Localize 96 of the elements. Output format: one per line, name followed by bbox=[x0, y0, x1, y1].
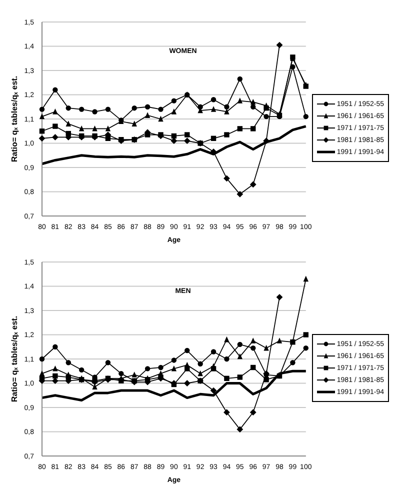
point bbox=[250, 181, 256, 188]
point bbox=[171, 108, 177, 114]
point bbox=[52, 373, 58, 379]
point bbox=[132, 120, 137, 126]
point bbox=[224, 356, 230, 362]
point bbox=[210, 97, 216, 102]
point bbox=[144, 112, 150, 118]
point bbox=[210, 349, 216, 354]
point bbox=[224, 132, 230, 138]
point bbox=[290, 64, 296, 70]
point bbox=[118, 370, 124, 376]
point bbox=[290, 360, 296, 366]
point bbox=[171, 366, 177, 372]
point bbox=[263, 138, 270, 144]
point bbox=[39, 356, 45, 362]
point bbox=[276, 294, 283, 300]
point bbox=[39, 113, 45, 120]
point bbox=[171, 98, 177, 104]
point bbox=[52, 134, 58, 140]
y-axis-title: Ratio= qₓ tables/qₓ est. bbox=[10, 76, 19, 162]
point bbox=[264, 377, 269, 382]
point bbox=[78, 106, 84, 112]
point bbox=[224, 376, 230, 381]
point bbox=[250, 98, 256, 105]
point bbox=[198, 361, 203, 366]
point bbox=[52, 366, 58, 372]
point bbox=[171, 358, 177, 363]
point bbox=[264, 114, 269, 120]
point bbox=[250, 126, 256, 132]
point bbox=[224, 409, 230, 416]
point bbox=[66, 360, 71, 366]
point bbox=[237, 98, 243, 104]
point bbox=[184, 366, 190, 372]
point bbox=[224, 108, 230, 114]
point bbox=[236, 190, 244, 198]
point bbox=[210, 366, 216, 372]
point bbox=[224, 336, 230, 342]
point bbox=[52, 108, 58, 114]
point bbox=[144, 104, 150, 110]
point bbox=[52, 124, 58, 129]
point bbox=[132, 372, 137, 378]
point bbox=[158, 106, 164, 112]
point bbox=[92, 109, 98, 114]
point bbox=[184, 348, 190, 354]
point bbox=[39, 106, 45, 112]
point bbox=[184, 380, 190, 386]
point bbox=[250, 364, 256, 370]
point bbox=[250, 338, 256, 344]
point bbox=[236, 426, 244, 433]
point bbox=[66, 120, 71, 126]
point bbox=[264, 105, 269, 111]
point bbox=[158, 116, 164, 122]
point bbox=[210, 106, 216, 112]
point bbox=[52, 378, 58, 384]
point bbox=[303, 276, 308, 282]
point bbox=[303, 114, 308, 120]
point bbox=[184, 138, 190, 144]
point bbox=[276, 373, 282, 379]
point bbox=[264, 344, 269, 351]
point bbox=[198, 370, 203, 376]
y-axis-title: Ratio= qₓ tables/qₓ est. bbox=[10, 316, 19, 402]
point bbox=[237, 353, 243, 360]
point bbox=[303, 345, 308, 351]
point bbox=[250, 104, 256, 110]
point bbox=[276, 338, 282, 344]
point bbox=[105, 126, 111, 132]
point bbox=[237, 374, 243, 380]
point bbox=[144, 366, 150, 372]
point bbox=[52, 87, 58, 92]
point bbox=[210, 136, 216, 141]
point bbox=[39, 128, 45, 134]
point bbox=[92, 126, 98, 132]
point bbox=[78, 367, 84, 373]
point bbox=[132, 105, 137, 111]
point bbox=[66, 105, 71, 111]
point bbox=[210, 387, 217, 394]
point bbox=[237, 76, 243, 82]
point bbox=[224, 175, 230, 182]
point bbox=[52, 344, 58, 350]
point bbox=[237, 126, 243, 132]
point bbox=[78, 126, 84, 132]
point bbox=[237, 342, 243, 348]
point bbox=[171, 133, 177, 139]
point bbox=[250, 345, 256, 351]
point bbox=[224, 104, 230, 110]
point bbox=[158, 364, 164, 370]
point bbox=[290, 339, 296, 345]
point bbox=[105, 106, 111, 112]
point bbox=[184, 132, 190, 138]
point bbox=[170, 138, 178, 144]
point bbox=[303, 332, 308, 338]
point bbox=[39, 370, 45, 376]
point bbox=[105, 360, 111, 366]
point bbox=[38, 135, 46, 142]
point bbox=[276, 42, 283, 48]
point bbox=[250, 409, 256, 416]
